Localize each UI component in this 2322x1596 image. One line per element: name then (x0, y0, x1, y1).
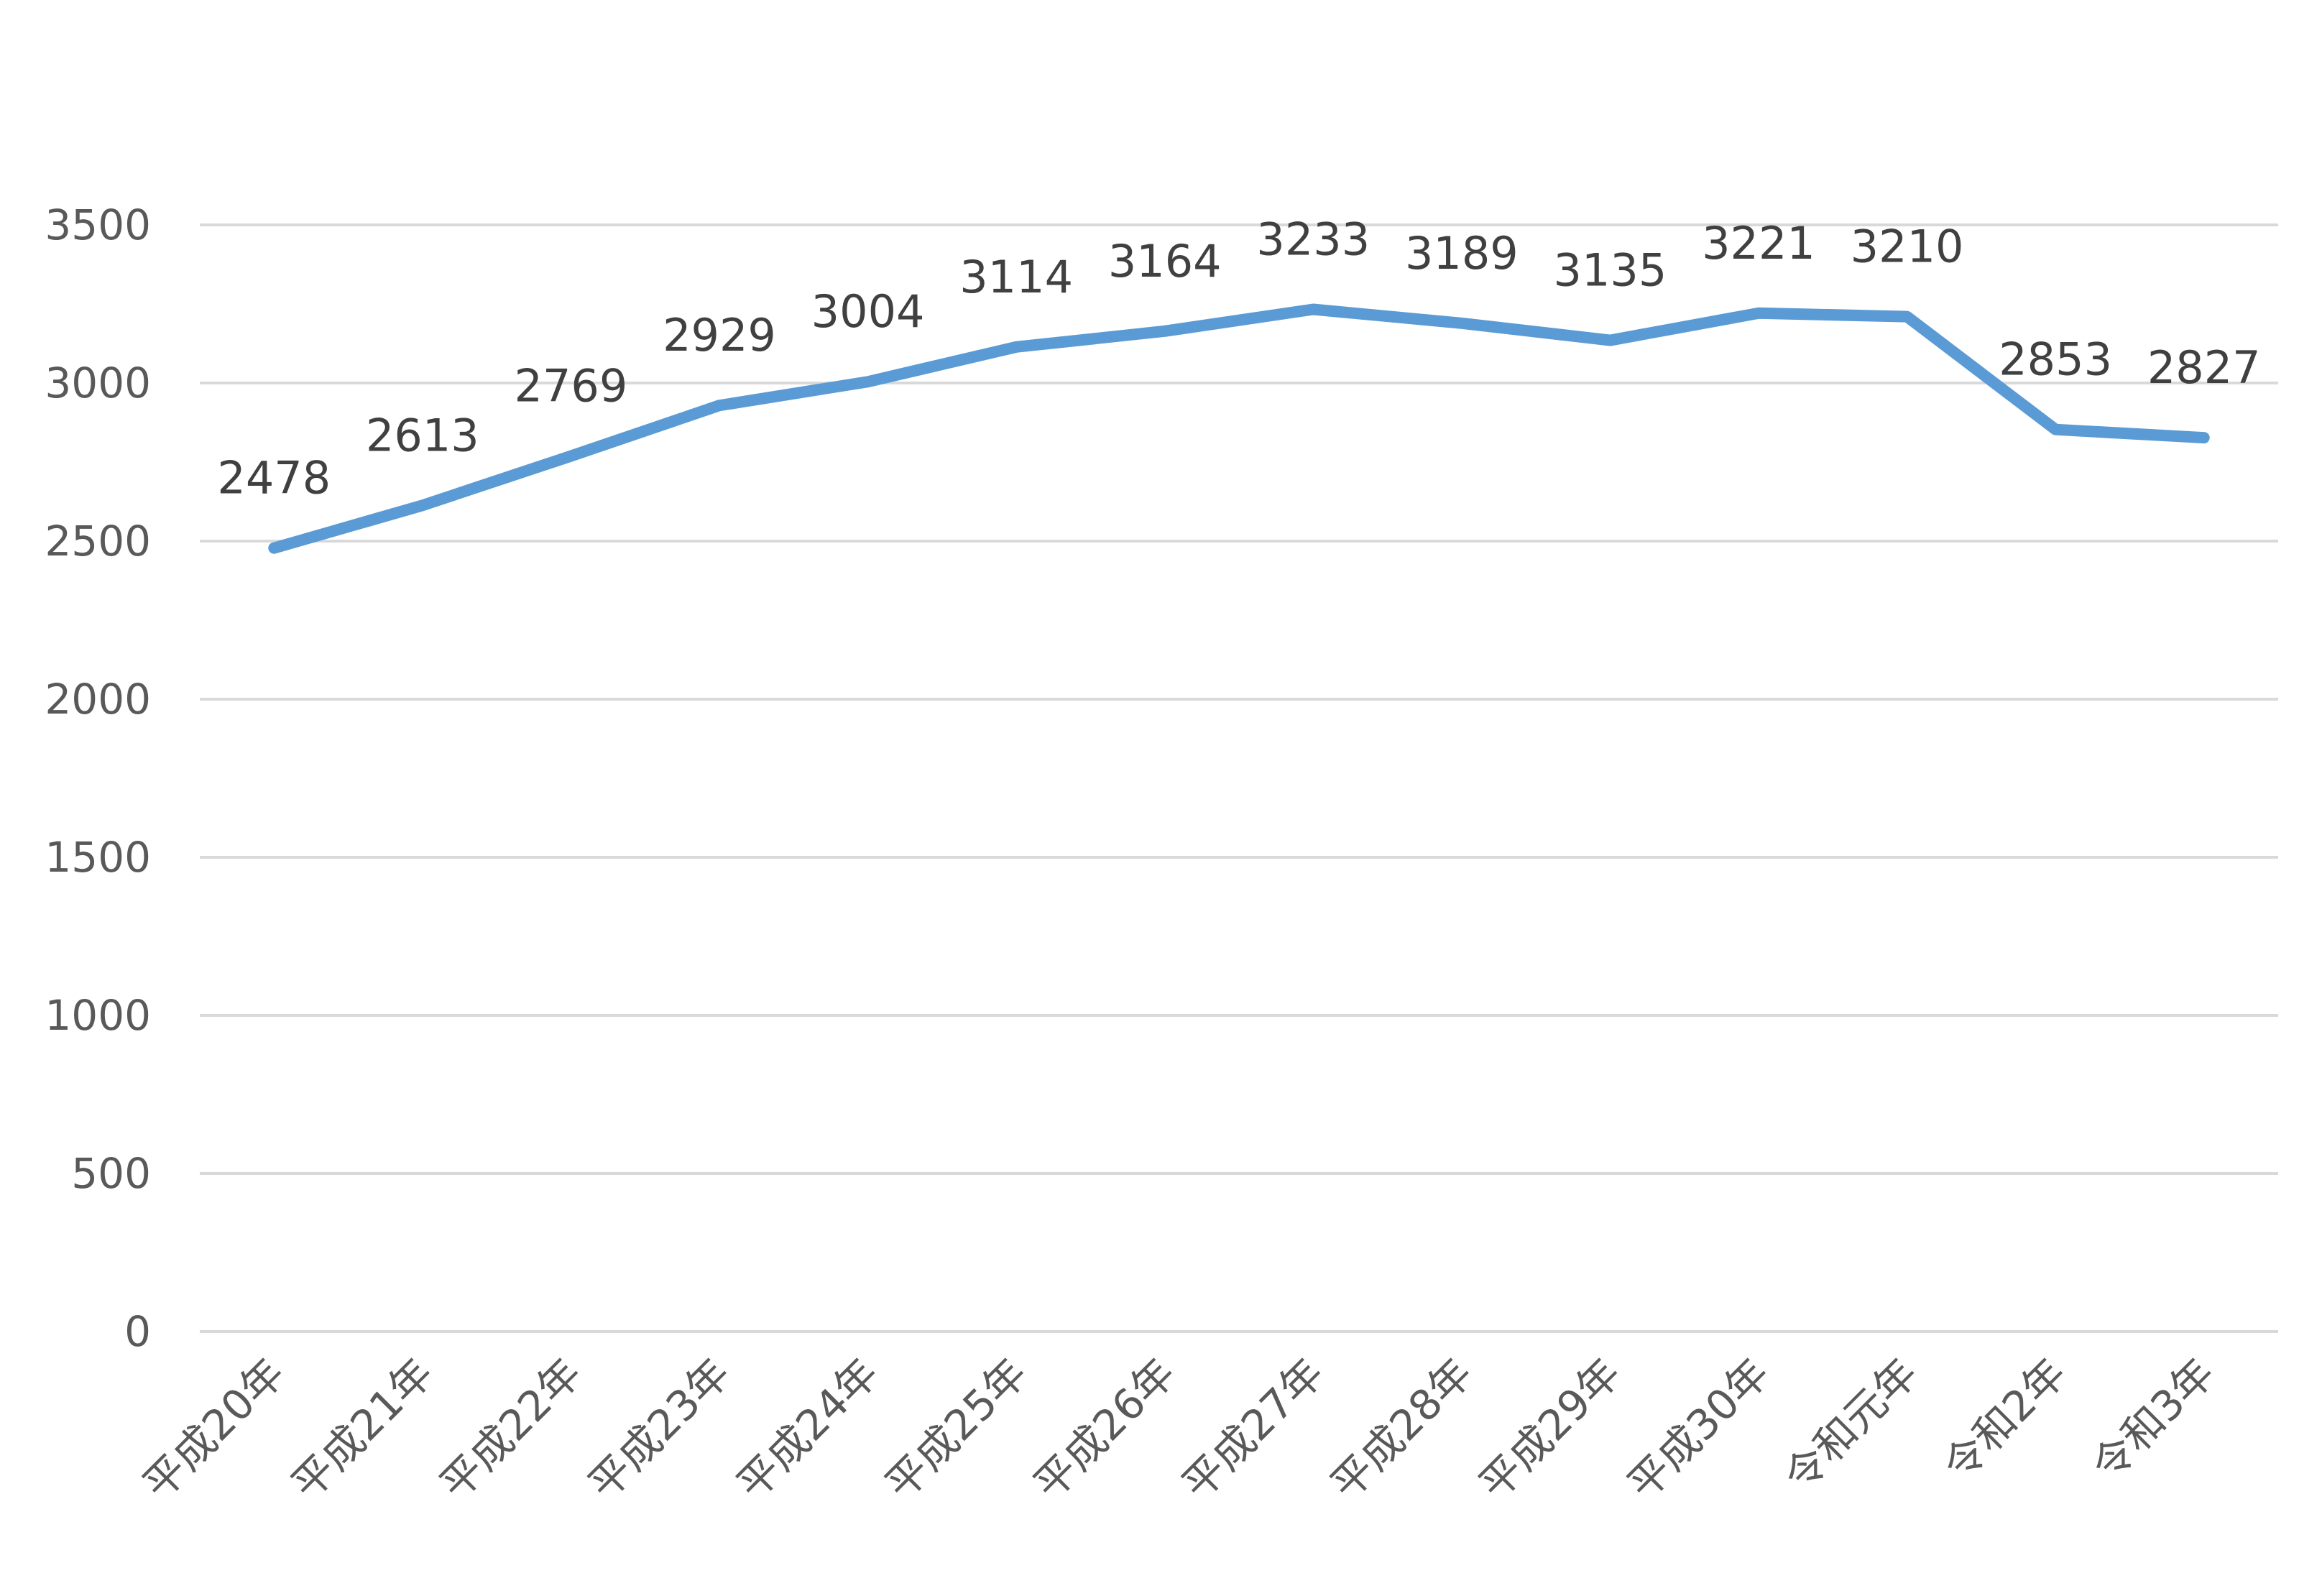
x-axis-tick-labels: 平成20年平成21年平成22年平成23年平成24年平成25年平成26年平成27年… (134, 1349, 2224, 1509)
y-tick-label: 0 (124, 1307, 151, 1356)
series-layer (268, 303, 2210, 554)
x-tick-label: 平成21年 (282, 1349, 442, 1509)
y-tick-label: 1000 (45, 991, 151, 1040)
data-label: 3221 (1702, 217, 1815, 269)
y-axis-tick-labels: 0 500 1000 1500 2000 2500 3000 3500 (45, 200, 151, 1356)
data-label: 2478 (217, 452, 331, 504)
y-tick-label: 3000 (45, 359, 151, 407)
y-tick-label: 2000 (45, 675, 151, 724)
y-tick-label: 3500 (45, 200, 151, 249)
data-label: 3189 (1405, 227, 1519, 280)
data-label: 2827 (2147, 341, 2261, 394)
x-tick-label: 平成30年 (1618, 1349, 1779, 1509)
y-tick-label: 1500 (45, 833, 151, 882)
x-tick-label: 平成27年 (1173, 1349, 1333, 1509)
x-tick-label: 令和元年 (1774, 1349, 1927, 1501)
data-label: 3004 (811, 285, 925, 338)
data-label: 3210 (1851, 221, 1964, 273)
data-label: 3135 (1554, 244, 1667, 297)
x-tick-label: 平成22年 (430, 1349, 591, 1509)
data-labels: 2478 2613 2769 2929 3004 3114 3164 3233 3189 3135… (217, 213, 2260, 504)
x-tick-label: 平成29年 (1470, 1349, 1630, 1509)
data-label: 3164 (1108, 235, 1222, 287)
x-tick-label: 平成23年 (579, 1349, 740, 1509)
data-label: 2769 (515, 360, 628, 412)
x-tick-label: 平成28年 (1321, 1349, 1481, 1509)
x-tick-label: 令和2年 (1934, 1349, 2075, 1490)
x-tick-label: 平成25年 (876, 1349, 1036, 1509)
data-label: 2929 (663, 309, 776, 361)
y-tick-label: 2500 (45, 517, 151, 566)
x-tick-label: 平成26年 (1024, 1349, 1184, 1509)
x-tick-label: 平成20年 (134, 1349, 294, 1509)
x-tick-label: 平成24年 (727, 1349, 888, 1509)
series-line (268, 303, 2210, 554)
data-label: 2613 (366, 409, 479, 461)
data-label: 3114 (959, 251, 1073, 303)
x-tick-label: 令和3年 (2082, 1349, 2224, 1490)
grid-lines (200, 223, 2278, 1333)
data-label: 3233 (1256, 213, 1370, 265)
y-tick-label: 500 (71, 1149, 151, 1198)
data-label: 2853 (1999, 333, 2112, 386)
